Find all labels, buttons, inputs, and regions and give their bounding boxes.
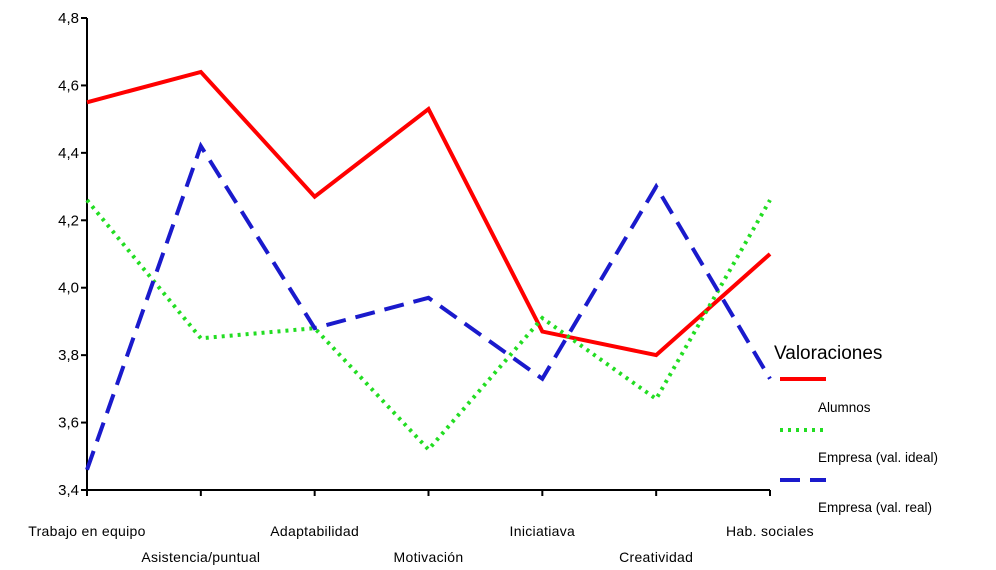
- axes: [86, 18, 770, 491]
- y-tick-label: 4,8: [58, 10, 79, 27]
- series-line-empresa-val-real: [85, 141, 772, 471]
- x-tick-label-trabajo-en-equipo: Trabajo en equipo: [28, 523, 145, 539]
- series-line-alumnos: [86, 69, 772, 358]
- x-tick-label-iniciatiava: Iniciatiava: [510, 523, 576, 539]
- y-tick-label: 4,6: [58, 77, 79, 94]
- y-tick-label: 4,0: [58, 280, 79, 297]
- legend-title: Valoraciones: [774, 343, 882, 364]
- x-tick-label-hab-sociales: Hab. sociales: [726, 523, 814, 539]
- legend-label-alumnos: Alumnos: [818, 400, 871, 415]
- legend-label-empresa-val-real: Empresa (val. real): [818, 500, 932, 515]
- x-tick-label-motivacion: Motivación: [394, 549, 464, 565]
- series-line-empresa-val-ideal: [85, 198, 772, 453]
- x-tick-label-asistencia-puntual: Asistencia/puntual: [141, 549, 260, 565]
- y-tick-label: 3,6: [58, 415, 79, 432]
- y-tick-label: 4,4: [58, 145, 79, 162]
- y-ticks: 3,4 3,6 3,8 4,0 4,2 4,4 4,6 4,8: [58, 10, 87, 499]
- y-tick-label: 4,2: [58, 212, 79, 229]
- x-tick-label-adaptabilidad: Adaptabilidad: [270, 523, 359, 539]
- x-tick-label-creatividad: Creatividad: [619, 549, 693, 565]
- legend-label-empresa-val-ideal: Empresa (val. ideal): [818, 450, 938, 465]
- legend-items: Alumnos Empresa (val. ideal) Empresa (val.…: [780, 377, 938, 515]
- x-ticks: Trabajo en equipo Asistencia/puntual Adapt…: [28, 490, 814, 565]
- y-tick-label: 3,8: [58, 347, 79, 364]
- legend: Valoraciones Alumnos Empresa (val. ideal)…: [774, 343, 938, 515]
- y-tick-label: 3,4: [58, 482, 79, 499]
- series-lines: [85, 69, 772, 471]
